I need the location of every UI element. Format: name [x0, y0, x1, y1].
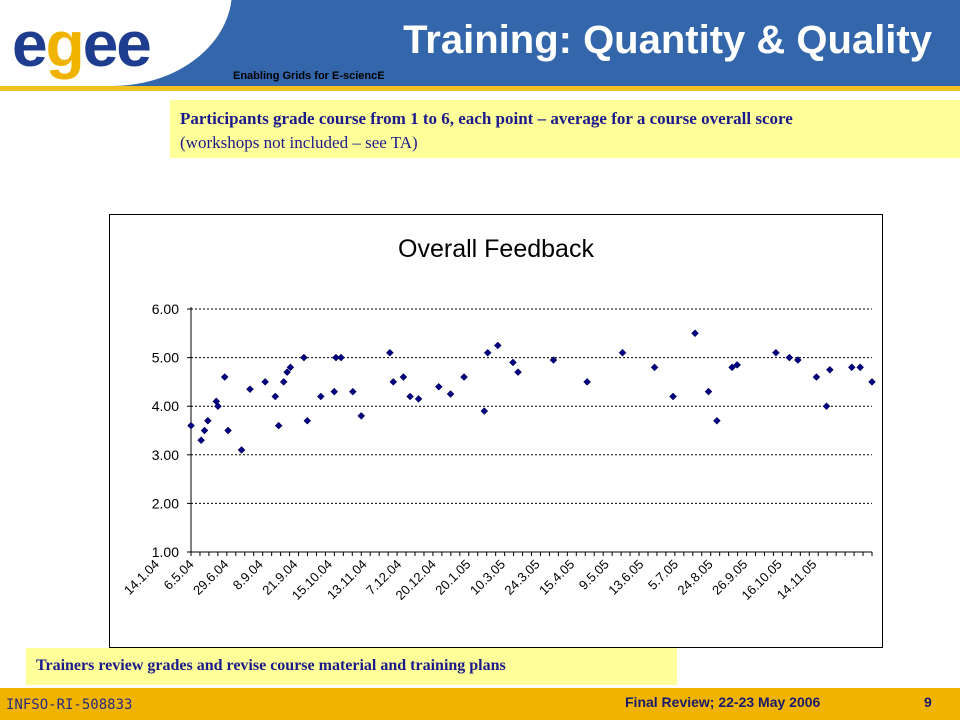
slide-title: Training: Quantity & Quality — [403, 18, 932, 62]
data-point — [669, 392, 677, 401]
data-point — [713, 416, 721, 425]
logo-letter: g — [45, 8, 85, 80]
page-number: 9 — [924, 694, 932, 710]
x-tick-label: 20.1.05 — [432, 557, 473, 598]
data-point — [733, 361, 742, 369]
data-point — [822, 402, 831, 411]
chart-title: Overall Feedback — [398, 235, 594, 263]
data-point — [283, 368, 291, 377]
logo-letter: e — [116, 8, 152, 80]
data-point — [348, 387, 357, 396]
data-point — [446, 390, 455, 398]
data-point — [246, 385, 254, 394]
data-point — [483, 348, 492, 357]
data-point — [514, 368, 522, 377]
data-point — [303, 416, 312, 425]
feedback-chart-svg: Overall Feedback 1.00 2.00 3.00 4.00 5.00 6.00… — [121, 235, 876, 603]
data-point — [414, 395, 423, 403]
data-point — [261, 378, 270, 386]
data-point — [480, 407, 489, 415]
y-tick-label: 3.00 — [152, 447, 179, 463]
data-point — [220, 373, 229, 381]
grading-note: Participants grade course from 1 to 6, e… — [170, 100, 960, 158]
data-point — [200, 426, 209, 435]
data-point — [785, 353, 794, 362]
data-point — [509, 358, 517, 367]
data-point — [300, 353, 308, 362]
data-point — [271, 392, 280, 401]
grading-note-line2: (workshops not included – see TA) — [180, 133, 418, 152]
data-point — [330, 387, 339, 396]
y-tick-label: 6.00 — [152, 301, 179, 317]
logo-tagline: Enabling Grids for E-sciencE — [233, 70, 385, 82]
data-point — [214, 402, 222, 411]
x-tick-label: 24.3.05 — [501, 557, 542, 598]
data-point — [549, 356, 558, 364]
logo-letter: e — [82, 8, 119, 80]
review-note: Trainers review grades and revise course… — [26, 648, 677, 685]
data-point — [316, 392, 325, 401]
data-point — [812, 373, 821, 381]
footer-event: Final Review; 22-23 May 2006 — [625, 694, 821, 710]
x-tick-label: 15.4.05 — [536, 557, 577, 598]
data-point — [650, 363, 659, 372]
data-point — [868, 378, 876, 386]
x-tick-label: 24.8.05 — [674, 557, 715, 598]
x-tick-label: 29.6.04 — [190, 557, 231, 598]
y-tick-label: 2.00 — [152, 495, 179, 511]
data-point — [406, 392, 414, 401]
data-point — [460, 373, 468, 381]
data-point — [826, 365, 834, 374]
data-point — [286, 363, 295, 372]
y-tick-label: 4.00 — [152, 398, 179, 414]
data-point — [772, 348, 780, 357]
grading-note-line1: Participants grade course from 1 to 6, e… — [180, 109, 793, 128]
logo-letter: e — [12, 8, 48, 80]
y-tick-label: 5.00 — [152, 350, 179, 366]
data-point — [618, 348, 627, 357]
data-point — [224, 426, 232, 435]
data-point — [856, 363, 865, 372]
footer-bar — [0, 688, 960, 720]
header-accent-strip — [0, 86, 960, 91]
data-point — [493, 341, 502, 350]
data-point — [728, 363, 736, 372]
x-tick-label: 14.1.04 — [121, 557, 162, 598]
data-point — [279, 378, 288, 386]
data-point — [691, 329, 699, 338]
data-point — [237, 446, 246, 454]
footer-project-id: INFSO-RI-508833 — [6, 697, 133, 713]
data-point — [337, 353, 345, 362]
data-point — [389, 378, 398, 386]
feedback-chart: Overall Feedback 1.00 2.00 3.00 4.00 5.00 6.00… — [109, 214, 883, 648]
data-point — [399, 373, 408, 381]
egee-logo: egee — [12, 12, 152, 76]
data-point — [357, 412, 366, 420]
data-point — [434, 382, 443, 391]
x-tick-label: 13.6.05 — [605, 557, 646, 598]
data-point — [187, 421, 195, 430]
y-tick-label: 1.00 — [152, 544, 179, 560]
data-point — [847, 363, 856, 372]
data-point — [583, 378, 591, 386]
data-point — [793, 356, 802, 364]
data-point — [274, 421, 283, 430]
data-point — [204, 416, 212, 425]
data-point — [704, 387, 713, 396]
x-tick-label: 10.3.05 — [467, 557, 508, 598]
data-point — [386, 348, 394, 357]
data-point — [332, 353, 340, 362]
data-point — [197, 436, 205, 445]
